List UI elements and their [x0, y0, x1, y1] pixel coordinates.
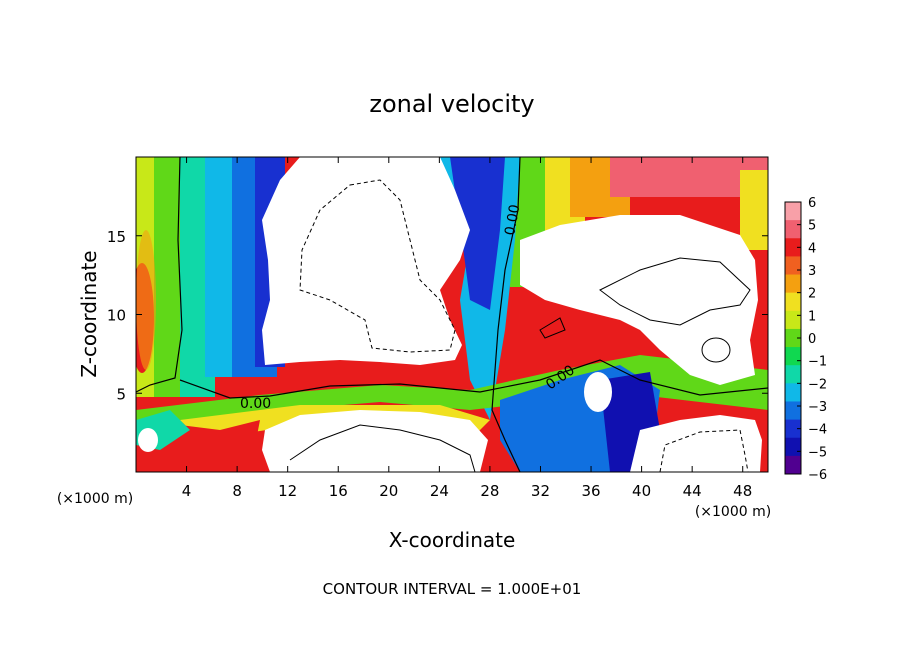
- x-tick-label: 4: [182, 482, 192, 500]
- x-axis: 4 8 12 16 20 24 28 32 36 40 44 48: [182, 157, 752, 500]
- x-tick-label: 36: [581, 482, 600, 500]
- x-tick-label: 40: [632, 482, 651, 500]
- colorbar-swatch: [785, 383, 801, 402]
- y-tick-label: 15: [107, 228, 126, 246]
- masked-region-upper-center: [262, 157, 470, 365]
- colorbar-swatch: [785, 238, 801, 257]
- colorbar-swatch: [785, 401, 801, 421]
- colorbar-swatch: [785, 347, 801, 366]
- velocity-field: 0.00 0.00 0.00: [136, 157, 768, 472]
- colorbar-swatch: [785, 274, 801, 294]
- x-axis-label: X-coordinate: [389, 528, 516, 552]
- colorbar: 6 5 4 3 2 1 0 −1 −2 −3 −4 −5 −6: [784, 196, 827, 483]
- colorbar-swatch: [785, 202, 801, 221]
- masked-region-lower-center: [262, 410, 488, 472]
- colorbar-tick-label: −4: [808, 423, 827, 438]
- y-axis-label: Z-coordinate: [77, 250, 101, 377]
- colorbar-swatch: [785, 220, 801, 239]
- x-unit-label-left: (×1000 m): [57, 491, 133, 507]
- contour-dashed-upper: [299, 179, 456, 353]
- x-tick-label: 24: [430, 482, 449, 500]
- y-tick-label: 10: [107, 307, 126, 325]
- colorbar-swatch: [785, 292, 801, 312]
- contour-solid-loop-mid: [539, 317, 566, 339]
- x-tick-label: 32: [531, 482, 550, 500]
- x-unit-label-right: (×1000 m): [695, 504, 771, 520]
- chart-title: zonal velocity: [369, 90, 534, 118]
- x-tick-label: 44: [683, 482, 702, 500]
- contour-solid-right: [599, 257, 751, 326]
- colorbar-tick-label: −1: [808, 355, 827, 370]
- colorbar-tick-label: 0: [808, 332, 816, 347]
- y-tick-label: 5: [116, 385, 126, 403]
- contour-interval-footer: CONTOUR INTERVAL = 1.000E+01: [323, 580, 582, 598]
- colorbar-tick-label: −5: [808, 445, 827, 460]
- colorbar-tick-label: 2: [808, 287, 816, 302]
- colorbar-tick-label: 1: [808, 309, 816, 324]
- colorbar-swatch: [785, 455, 801, 475]
- colorbar-tick-label: 5: [808, 219, 816, 234]
- colorbar-swatch: [785, 256, 801, 276]
- x-tick-label: 48: [733, 482, 752, 500]
- x-tick-label: 28: [480, 482, 499, 500]
- colorbar-tick-label: −3: [808, 400, 827, 415]
- y-axis: 5 10 15: [107, 228, 768, 403]
- colorbar-swatch: [785, 328, 801, 348]
- upper-right-yellow-edge: [740, 170, 768, 250]
- colorbar-swatch: [785, 437, 801, 457]
- x-tick-label: 20: [379, 482, 398, 500]
- colorbar-tick-label: 4: [808, 241, 816, 256]
- masked-region-small-2: [138, 428, 158, 452]
- colorbar-tick-label: 3: [808, 264, 816, 279]
- left-orange-patch: [136, 230, 156, 370]
- colorbar-swatch: [785, 419, 801, 439]
- contour-label: 0.00: [240, 396, 271, 412]
- colorbar-tick-label: 6: [808, 196, 816, 211]
- colorbar-tick-label: −2: [808, 377, 827, 392]
- contour-zero-horizontal: [179, 359, 768, 399]
- colorbar-swatch: [785, 365, 801, 384]
- masked-region-right: [520, 215, 758, 385]
- center-dark-blue: [450, 157, 505, 310]
- x-tick-label: 12: [278, 482, 297, 500]
- colorbar-tick-label: −6: [808, 468, 827, 483]
- masked-region-small-1: [584, 372, 612, 412]
- contour-zero-left: [136, 157, 183, 393]
- contour-solid-small-right: [701, 337, 731, 363]
- contour-label: 0.00: [502, 203, 523, 236]
- contour-zero-center: [491, 157, 521, 472]
- contour-dashed-lower-right: [659, 429, 749, 472]
- x-tick-label: 8: [232, 482, 242, 500]
- colorbar-swatch: [785, 310, 801, 330]
- x-tick-label: 16: [329, 482, 348, 500]
- contour-solid-lower: [289, 424, 476, 472]
